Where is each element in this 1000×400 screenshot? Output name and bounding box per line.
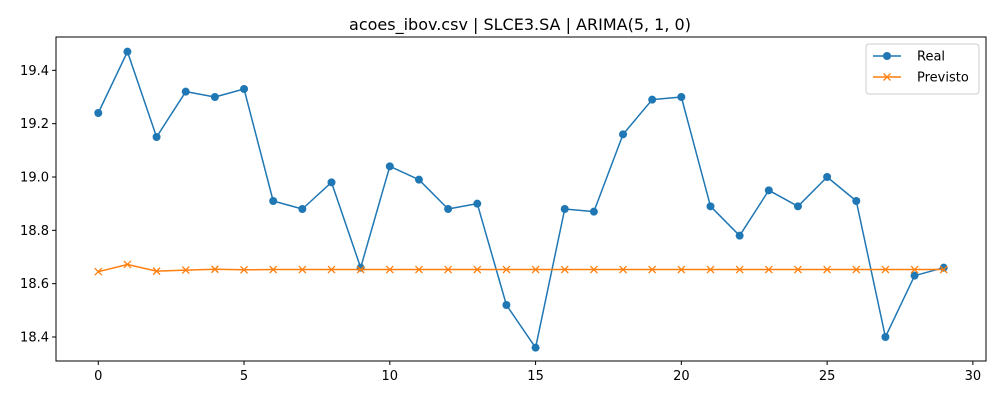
data-point [240, 85, 249, 93]
data-point [939, 265, 948, 274]
data-point [94, 267, 103, 276]
x-tick-label: 0 [94, 369, 102, 384]
x-tick-label: 5 [240, 369, 248, 384]
legend-entry-previsto: Previsto [873, 71, 969, 86]
y-tick-label: 18.6 [20, 277, 49, 292]
y-tick-label: 19.4 [20, 64, 49, 79]
data-point [560, 265, 569, 274]
data-point [735, 231, 744, 240]
data-point [823, 173, 832, 181]
legend-entry-real: Real [873, 50, 945, 65]
y-axis: 18.4 18.6 18.8 19.0 19.2 19.4 [20, 64, 56, 346]
x-tick-label: 15 [527, 369, 544, 384]
legend-marker [883, 52, 891, 60]
data-point [939, 263, 948, 272]
data-point [385, 265, 394, 274]
data-point [823, 265, 832, 274]
data-point [240, 265, 249, 274]
x-tick-label: 10 [382, 369, 399, 384]
legend-label: Real [917, 50, 945, 65]
data-point [852, 197, 861, 205]
series-previsto [94, 260, 948, 276]
data-point [502, 301, 511, 309]
data-point [181, 266, 190, 275]
plot-frame [55, 36, 987, 362]
data-point [152, 133, 161, 141]
data-point [881, 333, 890, 341]
data-point [735, 265, 744, 274]
data-point [327, 178, 336, 187]
data-point [589, 207, 598, 216]
data-point [793, 202, 802, 211]
data-point [444, 205, 453, 213]
data-point [327, 265, 336, 274]
data-point [619, 130, 628, 139]
data-point [764, 265, 773, 274]
data-point [706, 202, 715, 211]
legend-label: Previsto [917, 71, 969, 86]
data-point [473, 199, 482, 208]
data-point [210, 93, 219, 101]
data-point [531, 265, 540, 274]
legend: Real Previsto [865, 43, 980, 95]
data-point [298, 265, 307, 274]
x-axis: 0 5 10 15 20 25 30 [94, 361, 981, 384]
data-point [648, 265, 657, 274]
x-tick-label: 30 [965, 369, 982, 384]
data-point [385, 162, 394, 171]
data-point [706, 265, 715, 274]
data-point [415, 265, 423, 274]
data-point [677, 265, 686, 274]
data-point [444, 265, 453, 274]
data-point [123, 260, 132, 269]
y-tick-label: 19.0 [20, 171, 49, 186]
x-tick-label: 20 [673, 369, 690, 384]
data-point [269, 265, 278, 274]
data-point [356, 265, 365, 274]
data-point [910, 265, 919, 274]
data-point [123, 47, 132, 56]
data-point [269, 197, 278, 205]
data-point [356, 263, 365, 272]
data-point [502, 265, 511, 274]
chart-title: acoes_ibov.csv | SLCE3.SA | ARIMA(5, 1, … [349, 15, 691, 35]
data-point [852, 265, 861, 274]
data-point [589, 265, 598, 274]
data-point [793, 265, 802, 274]
data-point [764, 186, 773, 195]
data-point [94, 109, 103, 117]
data-point [677, 93, 686, 101]
data-point [210, 265, 219, 274]
data-point [298, 205, 307, 213]
series-real [94, 47, 948, 352]
data-point [881, 265, 890, 274]
data-point [473, 265, 482, 274]
y-tick-label: 18.4 [20, 331, 49, 346]
data-point [414, 175, 423, 184]
x-tick-label: 25 [819, 369, 836, 384]
data-point [619, 265, 627, 274]
data-point [181, 87, 190, 96]
data-point [910, 271, 919, 280]
data-point [560, 205, 569, 213]
data-point [648, 95, 657, 104]
y-tick-label: 18.8 [20, 224, 49, 239]
legend-marker [883, 73, 891, 81]
series-line-previsto [98, 263, 944, 273]
data-point [152, 267, 161, 276]
y-tick-label: 19.2 [20, 117, 49, 132]
data-point [531, 343, 540, 352]
series-line-real [97, 50, 944, 349]
